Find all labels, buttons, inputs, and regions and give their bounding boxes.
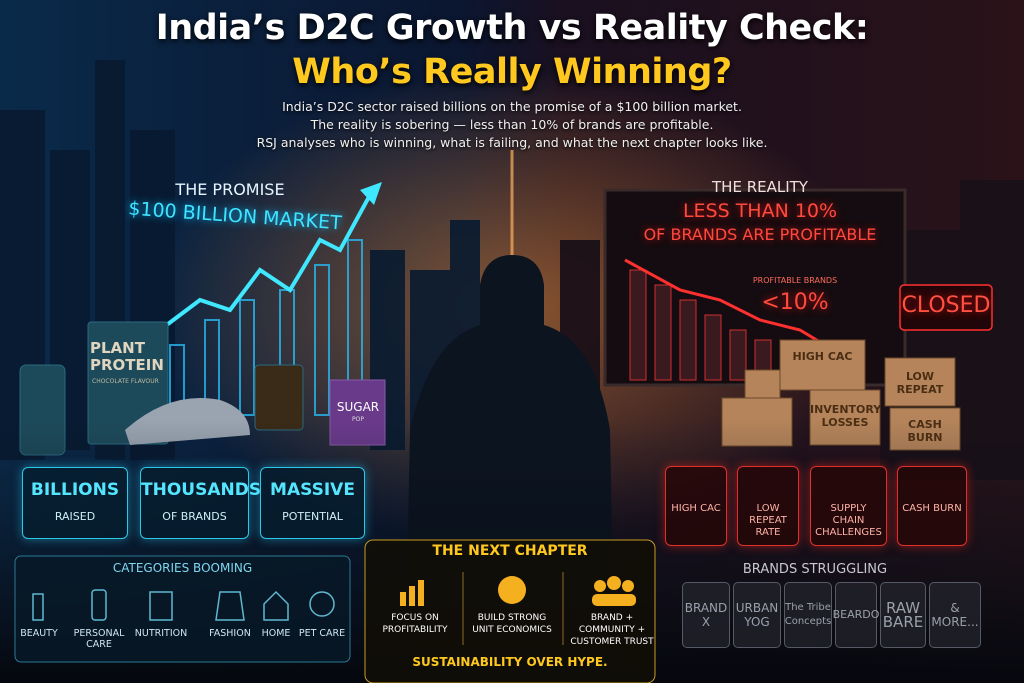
title: India’s D2C Growth vs Reality Check: [155,8,869,48]
challenge-label: SUPPLY CHAIN CHALLENGES [815,503,882,538]
pillar: BRAND + COMMUNITY + CUSTOMER TRUST [570,613,654,647]
product-label: SUGAR [336,400,380,414]
category: HOME [261,628,291,639]
category: BEAUTY [20,628,58,639]
challenge-label: HIGH CAC [671,503,721,514]
category: PERSONAL CARE [73,628,125,650]
challenge-label: CASH BURN [902,503,962,514]
chart-label: PROFITABLE BRANDS [752,276,838,285]
pillar: BUILD STRONG UNIT ECONOMICS [472,613,552,635]
stat-label: RAISED [54,510,96,523]
subtitle-line: RSJ analyses who is winning, what is fai… [256,135,768,150]
promise-label: THE PROMISE [175,180,285,199]
product-label: POP [352,416,364,423]
title-highlight: Who’s Really Winning? [292,52,732,92]
brand-card: & MORE... [929,582,981,648]
closed-sign: CLOSED [901,293,991,318]
carton-label: CASH BURN [907,418,943,444]
carton-label: INVENTORY LOSSES [810,403,882,429]
category: PET CARE [298,628,346,639]
brand-card: The Tribe Concepts [784,582,832,648]
next-chapter-title: THE NEXT CHAPTER [432,543,588,559]
subtitle-line: The reality is sobering — less than 10% … [310,117,714,132]
reality-headline: LESS THAN 10% [682,200,838,222]
brand-card: BRAND X [682,582,730,648]
carton-label: HIGH CAC [792,350,853,363]
challenge-card: HIGH CAC [665,466,727,546]
challenge-card: LOW REPEAT RATE [737,466,799,546]
stat-value: THOUSANDS [141,480,262,500]
brand-card: URBAN YOG [733,582,781,648]
challenge-label: LOW REPEAT RATE [749,503,787,538]
chart-value: <10% [761,290,829,315]
challenge-card: CASH BURN [897,466,967,546]
reality-label: THE REALITY [712,178,808,196]
stat-card: THOUSANDS OF BRANDS [140,467,262,539]
carton-label: LOW REPEAT [896,370,944,396]
challenge-card: SUPPLY CHAIN CHALLENGES [810,466,887,546]
category: FASHION [209,628,251,639]
stat-value: MASSIVE [270,480,355,500]
product-label: CHOCOLATE FLAVOUR [92,378,159,385]
stat-card: BILLIONS RAISED [22,467,128,539]
subtitle-line: India’s D2C sector raised billions on th… [282,99,742,114]
brand-card: RAW BARE [880,582,926,648]
pillar: FOCUS ON PROFITABILITY [382,613,448,635]
struggling-title: BRANDS STRUGGLING [742,562,888,577]
brand-card: BEARDO [833,582,879,648]
category: NUTRITION [134,628,188,639]
stat-label: POTENTIAL [282,510,343,523]
product-label: PLANT PROTEIN [90,339,164,374]
stat-label: OF BRANDS [162,510,227,523]
categories-title: CATEGORIES BOOMING [112,561,253,575]
stat-card: MASSIVE POTENTIAL [260,467,365,539]
stat-value: BILLIONS [30,480,120,500]
reality-headline: OF BRANDS ARE PROFITABLE [643,225,877,244]
tagline: SUSTAINABILITY OVER HYPE. [412,655,608,669]
